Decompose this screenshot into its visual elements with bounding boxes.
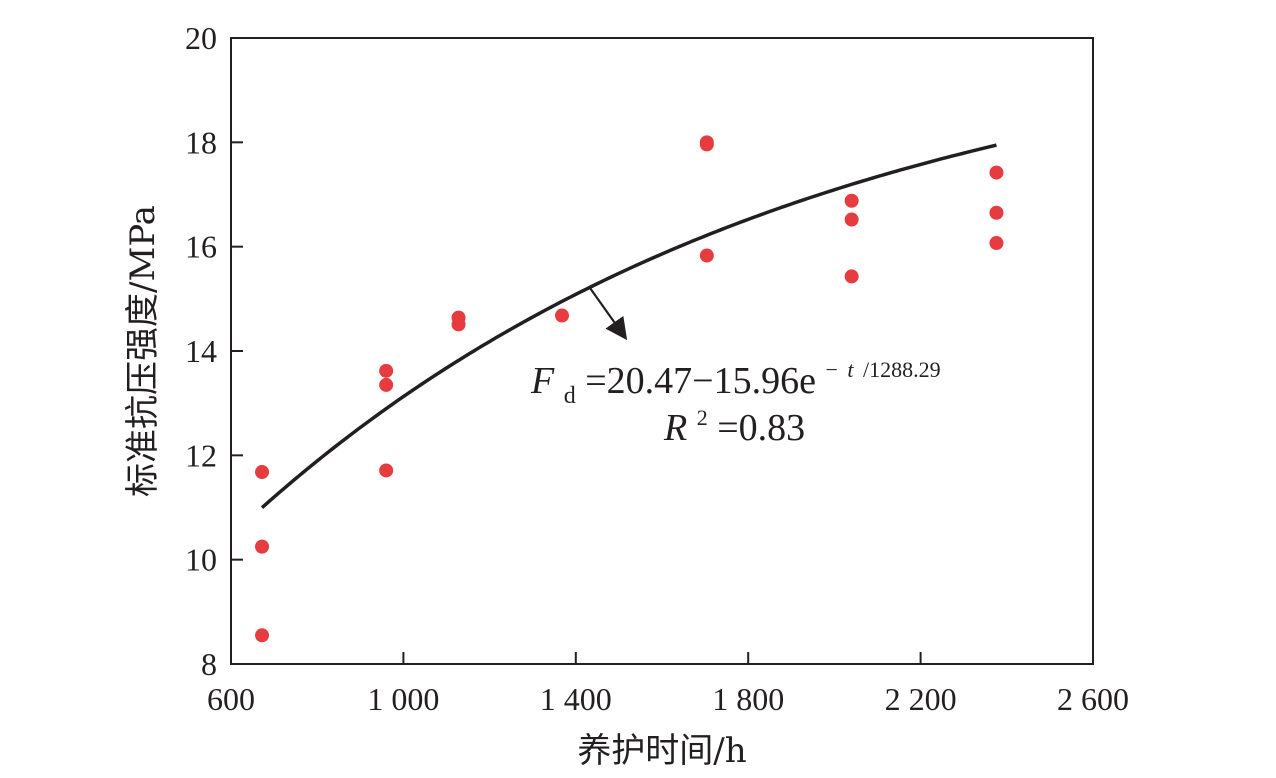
- y-ticks: [231, 37, 243, 665]
- fit-equation: F d =20.47−15.96e − t /1288.29: [530, 344, 941, 412]
- y-tick-label: 14: [185, 333, 217, 369]
- data-point: [379, 377, 394, 392]
- y-tick-label: 8: [201, 646, 217, 682]
- annotation-arrow: [589, 287, 628, 341]
- data-point: [699, 248, 714, 263]
- equation-exponent-rest: /1288.29: [863, 357, 941, 382]
- data-point: [255, 465, 270, 480]
- y-tick-label: 18: [185, 124, 217, 160]
- equation-subscript: d: [564, 383, 576, 409]
- x-tick-labels: 600 1 000 1 400 1 800 2 200 2 600: [207, 681, 1129, 717]
- data-point: [255, 628, 270, 643]
- r-squared-symbol: R: [663, 407, 687, 449]
- data-point: [989, 236, 1004, 251]
- equation-exponent-variable: t: [847, 357, 854, 382]
- data-point: [844, 193, 859, 208]
- r-squared-value: =0.83: [717, 407, 805, 449]
- data-point: [379, 463, 394, 478]
- y-tick-labels: 8 10 12 14 16 18 20: [185, 20, 217, 682]
- data-point: [451, 317, 466, 332]
- equation-body: =20.47−15.96e: [585, 360, 816, 402]
- data-point: [844, 269, 859, 284]
- x-tick-label: 1 400: [540, 681, 612, 717]
- r-squared: R 2 =0.83: [663, 392, 805, 449]
- y-axis-title: 标准抗压强度/MPa: [123, 205, 163, 497]
- data-point: [379, 363, 394, 378]
- plot-area: [230, 37, 1094, 665]
- fit-curve: [260, 143, 997, 509]
- y-tick-label: 12: [185, 437, 217, 473]
- x-tick-label: 2 600: [1057, 681, 1129, 717]
- data-points: [255, 135, 1004, 643]
- data-point: [699, 137, 714, 152]
- r-squared-exponent: 2: [697, 405, 708, 430]
- equation-symbol: F: [530, 360, 555, 402]
- x-tick-label: 1 000: [367, 681, 439, 717]
- x-tick-label: 2 200: [885, 681, 957, 717]
- equation-exponent-sign: −: [825, 357, 837, 382]
- y-tick-label: 20: [185, 20, 217, 56]
- data-point: [844, 212, 859, 227]
- data-point: [555, 308, 570, 323]
- y-tick-label: 10: [185, 542, 217, 578]
- x-axis-title: 养护时间/h: [577, 731, 746, 771]
- x-ticks: [230, 652, 1094, 664]
- data-point: [255, 539, 270, 554]
- y-tick-label: 16: [185, 229, 217, 265]
- x-tick-label: 600: [207, 681, 255, 717]
- x-tick-label: 1 800: [712, 681, 784, 717]
- data-point: [989, 165, 1004, 180]
- data-point: [989, 205, 1004, 220]
